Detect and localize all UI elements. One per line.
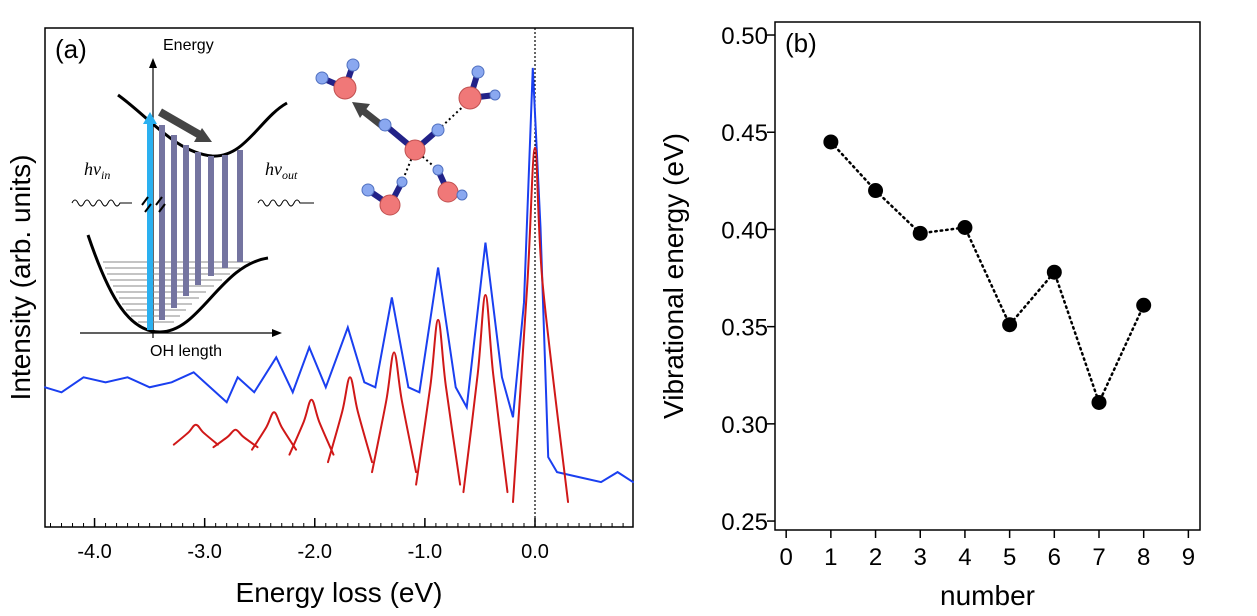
arrow-head xyxy=(272,329,282,337)
excited-curve xyxy=(117,93,288,158)
y-tick-label: 0.50 xyxy=(721,23,768,50)
plot-frame xyxy=(774,21,1201,531)
photon-symbol: hν xyxy=(84,159,101,179)
wavepacket-arrow xyxy=(158,108,202,139)
y-axis-label: Intensity (arb. units) xyxy=(5,155,36,401)
photon-subscript: out xyxy=(282,168,298,182)
x-axis-label: number xyxy=(940,580,1035,611)
photon-wave xyxy=(71,199,132,207)
series-line xyxy=(172,146,570,504)
photon-symbol: hν xyxy=(265,159,282,179)
x-tick-label: 6 xyxy=(1048,544,1061,571)
data-point xyxy=(957,219,973,235)
arrow-head xyxy=(194,128,212,142)
y-tick-label: 0.35 xyxy=(721,315,768,342)
oxygens xyxy=(333,76,482,216)
molecule-cluster xyxy=(315,58,501,216)
axis-break xyxy=(141,196,166,213)
photon-out: hνout xyxy=(265,159,298,182)
series-line xyxy=(829,140,1145,406)
data-point xyxy=(868,183,884,199)
x-tick-label: 5 xyxy=(1003,544,1016,571)
arrow-head xyxy=(352,102,370,118)
x-tick-label: 2 xyxy=(869,544,882,571)
panel: -4.0 -3.0 -2.0 -1.0 0.0 (a) Energy loss (eV) In… xyxy=(5,27,634,608)
data-point xyxy=(912,225,928,241)
photon-subscript: in xyxy=(101,168,110,182)
x-tick-label: 3 xyxy=(914,544,927,571)
y-tick-label: 0.30 xyxy=(721,412,768,439)
photon-wave xyxy=(257,199,314,207)
panel-label: (b) xyxy=(785,28,817,58)
emission-arrows xyxy=(159,125,243,320)
x-tick-label: -3.0 xyxy=(187,541,221,563)
panel: 0 1 2 3 4 5 6 7 8 9 0.25 0.30 0.35 0.40 0.45 0.50 (b) num… xyxy=(658,21,1201,611)
x-tick-label: 1 xyxy=(824,544,837,571)
ground-curve xyxy=(86,234,269,334)
series-line xyxy=(44,67,634,484)
data-point xyxy=(1002,317,1018,333)
x-tick-label: -2.0 xyxy=(298,541,332,563)
data-point xyxy=(1136,297,1152,313)
x-tick-label: 9 xyxy=(1182,544,1195,571)
data-point xyxy=(823,134,839,150)
x-tick-label: 8 xyxy=(1137,544,1150,571)
data-point xyxy=(1046,264,1062,280)
y-tick-label: 0.40 xyxy=(721,217,768,244)
photon-in: hνin xyxy=(84,159,110,182)
y-tick-label: 0.45 xyxy=(721,120,768,147)
x-tick-label: 4 xyxy=(958,544,971,571)
x-tick-label: 0 xyxy=(779,544,792,571)
plot-frame xyxy=(44,27,634,528)
x-tick-label: -1.0 xyxy=(408,541,442,563)
inset-diagram xyxy=(71,58,314,338)
y-tick-label: 0.25 xyxy=(721,509,768,536)
x-axis-label: Energy loss (eV) xyxy=(236,577,443,608)
hydrogens xyxy=(315,58,501,201)
inset-x-label: OH length xyxy=(150,343,222,360)
x-tick-label: -4.0 xyxy=(77,541,111,563)
inset-y-label: Energy xyxy=(163,37,214,54)
x-tick-label: 7 xyxy=(1092,544,1105,571)
data-point xyxy=(1091,394,1107,410)
panel-label: (a) xyxy=(55,34,87,64)
x-tick-label: 0.0 xyxy=(521,541,549,563)
arrow-head xyxy=(149,58,157,68)
y-axis-label: Vibrational energy (eV) xyxy=(658,133,689,419)
arrow-head xyxy=(143,112,157,124)
